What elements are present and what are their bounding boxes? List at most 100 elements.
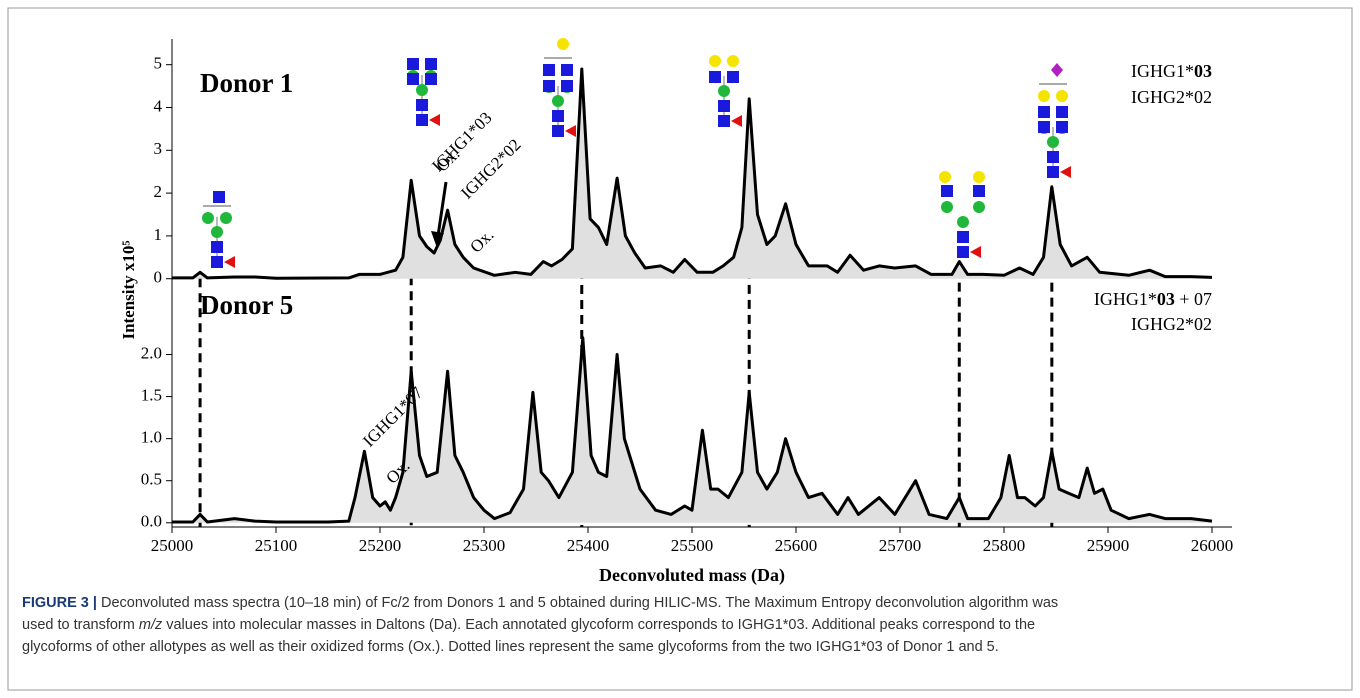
glycan-glcnac	[407, 58, 419, 70]
glycan-hexose	[1056, 90, 1068, 102]
y-tick-label: 1.5	[141, 385, 162, 404]
glycan-hexose	[552, 95, 564, 107]
caption-text: m/z	[138, 617, 163, 633]
allotype-part: IGHG1*	[1094, 289, 1157, 309]
allotype-part: 03	[1194, 61, 1212, 81]
glycan-glcnac	[211, 241, 223, 253]
glycan-glcnac	[552, 110, 564, 122]
glycan-fucose	[224, 256, 235, 268]
glycan-hexose	[957, 216, 969, 228]
glycan-glcnac	[416, 114, 428, 126]
arrow-head	[431, 231, 444, 248]
y-tick-label: 0	[154, 268, 163, 287]
glycan-hexose	[941, 201, 953, 213]
annotation: Ox.	[466, 225, 497, 256]
x-tick-label: 25900	[1087, 536, 1130, 555]
glycan-hexose	[220, 212, 232, 224]
caption-text: values into molecular masses in Daltons …	[162, 617, 1036, 633]
glycan-glcnac	[543, 80, 555, 92]
glycan-sialic	[1051, 63, 1063, 77]
glycan-hexose	[1047, 136, 1059, 148]
allotype-part: + 07	[1175, 289, 1212, 309]
glycan-fucose	[565, 125, 576, 137]
glycan-fucose	[731, 115, 742, 127]
glycan-hexose	[973, 171, 985, 183]
allotype-part: 03	[1157, 289, 1175, 309]
glycan-hexose	[709, 55, 721, 67]
glycan-glcnac	[407, 73, 419, 85]
y-tick-label: 3	[154, 139, 163, 158]
glycan-hexose	[211, 226, 223, 238]
y-tick-label: 0.0	[141, 512, 162, 531]
caption-text: glycoforms of other allotypes as well as…	[22, 639, 999, 655]
x-tick-label: 25500	[671, 536, 714, 555]
glycan-glcnac	[543, 64, 555, 76]
x-tick-label: 25100	[255, 536, 298, 555]
glycan-fucose	[429, 114, 440, 126]
y-tick-label: 2.0	[141, 343, 162, 362]
y-tick-label: 0.5	[141, 470, 162, 489]
x-tick-label: 25300	[463, 536, 506, 555]
glycan-glcnac	[213, 191, 225, 203]
y-axis-title: Intensity x10⁵	[119, 240, 138, 339]
glycan-hexose	[939, 171, 951, 183]
y-tick-label: 1.0	[141, 428, 162, 447]
spectrum-line	[172, 67, 1213, 280]
glycan-hexose	[1038, 90, 1050, 102]
glycan-glcnac	[1038, 121, 1050, 133]
x-axis-title: Deconvoluted mass (Da)	[599, 565, 785, 586]
glycan-hexose	[557, 38, 569, 50]
glycan-glcnac	[552, 125, 564, 137]
glycan-glcnac	[727, 71, 739, 83]
glycan-glcnac	[416, 99, 428, 111]
caption-line: used to transform m/z values into molecu…	[22, 617, 1035, 633]
panel-label: Donor 5	[200, 290, 293, 320]
glycan-fucose	[1060, 166, 1071, 178]
caption-text: used to transform	[22, 617, 139, 633]
glycan-hexose	[718, 85, 730, 97]
x-tick-label: 25200	[359, 536, 402, 555]
glycan-glcnac	[1056, 121, 1068, 133]
glycan-glcnac	[1047, 151, 1059, 163]
glycan-glcnac	[941, 185, 953, 197]
allotype-label: IGHG1*03	[1131, 61, 1212, 81]
caption-line: glycoforms of other allotypes as well as…	[22, 639, 999, 655]
glycan-hexose	[973, 201, 985, 213]
spectrum-line	[172, 336, 1213, 524]
glycan-glcnac	[718, 115, 730, 127]
allotype-label: IGHG2*02	[1131, 87, 1212, 107]
allotype-label: IGHG2*02	[1131, 314, 1212, 334]
caption-line: FIGURE 3 | Deconvoluted mass spectra (10…	[22, 595, 1058, 611]
x-tick-label: 25000	[151, 536, 194, 555]
glycan-glcnac	[211, 256, 223, 268]
glycan-glcnac	[718, 100, 730, 112]
glycan-glcnac	[425, 58, 437, 70]
glycan-hexose	[416, 84, 428, 96]
annotation-arrow	[436, 181, 448, 237]
x-tick-label: 25400	[567, 536, 610, 555]
glycan-glcnac	[1056, 106, 1068, 118]
glycan-glcnac	[957, 246, 969, 258]
glycan-glcnac	[1038, 106, 1050, 118]
glycan-glcnac	[709, 71, 721, 83]
x-tick-label: 26000	[1191, 536, 1234, 555]
figure-border	[7, 7, 1353, 691]
panel-label: Donor 1	[200, 68, 293, 98]
glycan-hexose	[727, 55, 739, 67]
y-tick-label: 1	[154, 225, 163, 244]
y-tick-label: 2	[154, 182, 163, 201]
x-tick-label: 25700	[879, 536, 922, 555]
y-tick-label: 5	[154, 54, 163, 73]
glycan-glcnac	[561, 64, 573, 76]
x-tick-label: 25600	[775, 536, 818, 555]
glycan-hexose	[202, 212, 214, 224]
x-tick-label: 25800	[983, 536, 1026, 555]
glycan-glcnac	[425, 73, 437, 85]
allotype-part: IGHG2*02	[1131, 314, 1212, 334]
caption-text: FIGURE 3 |	[22, 595, 97, 611]
glycan-fucose	[970, 246, 981, 258]
glycan-glcnac	[1047, 166, 1059, 178]
glycan-glcnac	[973, 185, 985, 197]
